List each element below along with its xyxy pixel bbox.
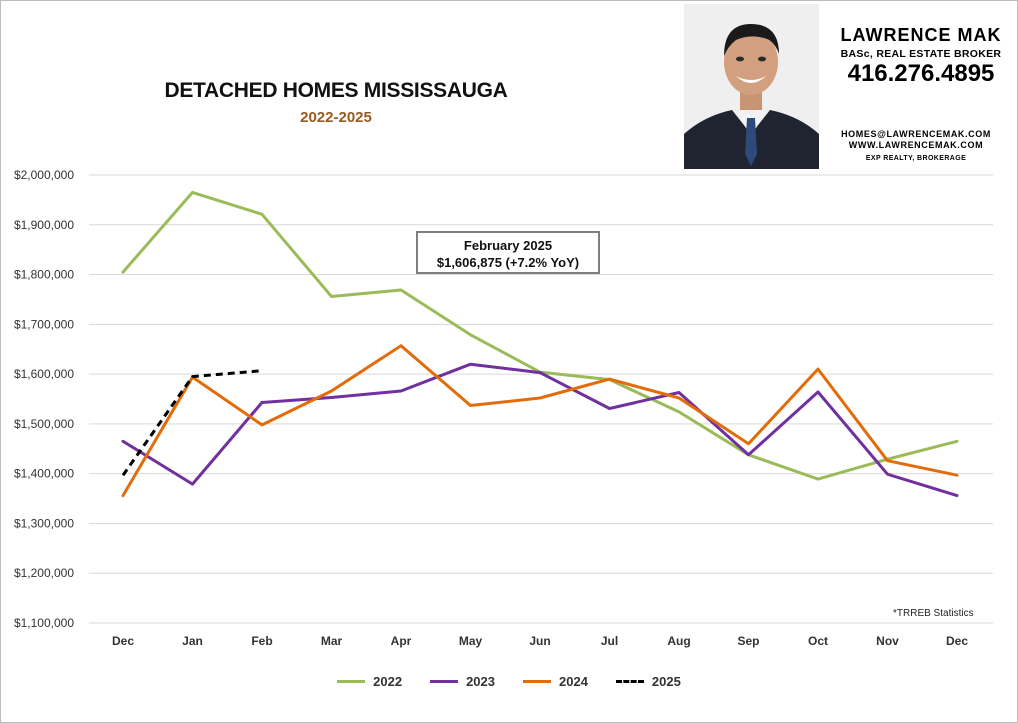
y-tick-label: $1,300,000 bbox=[14, 516, 74, 530]
x-tick-label: Sep bbox=[737, 634, 759, 648]
legend: 2022 2023 2024 2025 bbox=[1, 674, 1017, 689]
y-tick-label: $1,100,000 bbox=[14, 616, 74, 630]
broker-header: LAWRENCE MAK BASc, REAL ESTATE BROKER 41… bbox=[831, 25, 1011, 88]
x-tick-label: Jul bbox=[601, 634, 618, 648]
legend-item-2025: 2025 bbox=[615, 674, 681, 689]
chart-subtitle: 2022-2025 bbox=[300, 109, 372, 126]
data-series bbox=[121, 190, 959, 498]
broker-name: LAWRENCE MAK bbox=[840, 25, 1002, 45]
x-tick-label: Dec bbox=[112, 634, 134, 648]
y-tick-label: $1,700,000 bbox=[14, 317, 74, 331]
series-line-2025 bbox=[121, 369, 263, 477]
y-tick-label: $1,200,000 bbox=[14, 566, 74, 580]
broker-credentials: BASc, REAL ESTATE BROKER bbox=[840, 48, 1002, 60]
brokerage-name: EXP REALTY, BROKERAGE bbox=[865, 155, 967, 162]
x-tick-label: Oct bbox=[808, 634, 828, 648]
legend-item-2024: 2024 bbox=[523, 674, 588, 689]
annotation-box: February 2025 $1,606,875 (+7.2% YoY) bbox=[416, 231, 600, 274]
broker-photo bbox=[684, 4, 819, 169]
annotation-line-2: $1,606,875 (+7.2% YoY) bbox=[436, 255, 580, 270]
series-line-2023 bbox=[121, 362, 959, 498]
legend-item-2022: 2022 bbox=[337, 674, 402, 689]
broker-website: WWW.LAWRENCEMAK.COM bbox=[848, 140, 984, 150]
x-tick-label: Mar bbox=[321, 634, 343, 648]
y-tick-label: $1,600,000 bbox=[14, 367, 74, 381]
x-axis-tick-labels: Dec Jan Feb Mar Apr May Jun Jul Aug Sep Oct Nov Dec bbox=[112, 634, 968, 648]
broker-phone: 416.276.4895 bbox=[847, 60, 995, 87]
legend-swatch-2023 bbox=[430, 680, 459, 683]
y-tick-label: $1,400,000 bbox=[14, 467, 74, 481]
source-note: *TRREB Statistics bbox=[893, 608, 974, 619]
x-tick-label: Feb bbox=[251, 634, 272, 648]
y-tick-label: $2,000,000 bbox=[14, 168, 74, 182]
y-axis-tick-labels: $1,100,000 $1,200,000 $1,300,000 $1,400,000… bbox=[14, 168, 74, 630]
y-tick-label: $1,900,000 bbox=[14, 218, 74, 232]
x-tick-label: Jan bbox=[182, 634, 203, 648]
y-tick-label: $1,800,000 bbox=[14, 268, 74, 282]
x-tick-label: Nov bbox=[876, 634, 899, 648]
legend-label-2022: 2022 bbox=[373, 674, 403, 689]
annotation-line-1: February 2025 bbox=[463, 238, 553, 253]
legend-swatch-2025 bbox=[615, 680, 644, 683]
y-tick-label: $1,500,000 bbox=[14, 417, 74, 431]
broker-contact: HOMES@LAWRENCEMAK.COM WWW.LAWRENCEMAK.CO… bbox=[831, 129, 1001, 162]
series-line-2024 bbox=[121, 344, 959, 498]
legend-label-2025: 2025 bbox=[651, 674, 681, 689]
legend-swatch-2022 bbox=[337, 680, 366, 683]
legend-swatch-2024 bbox=[523, 680, 551, 683]
x-tick-label: May bbox=[459, 634, 483, 648]
chart-title: DETACHED HOMES MISSISSAUGA bbox=[164, 79, 508, 102]
x-tick-label: Apr bbox=[391, 634, 412, 648]
x-tick-label: Aug bbox=[667, 634, 690, 648]
broker-email: HOMES@LAWRENCEMAK.COM bbox=[841, 129, 991, 139]
x-tick-label: Jun bbox=[529, 634, 550, 648]
legend-item-2023: 2023 bbox=[430, 674, 495, 689]
legend-label-2024: 2024 bbox=[559, 674, 588, 689]
x-tick-label: Dec bbox=[946, 634, 968, 648]
legend-label-2023: 2023 bbox=[466, 674, 495, 689]
